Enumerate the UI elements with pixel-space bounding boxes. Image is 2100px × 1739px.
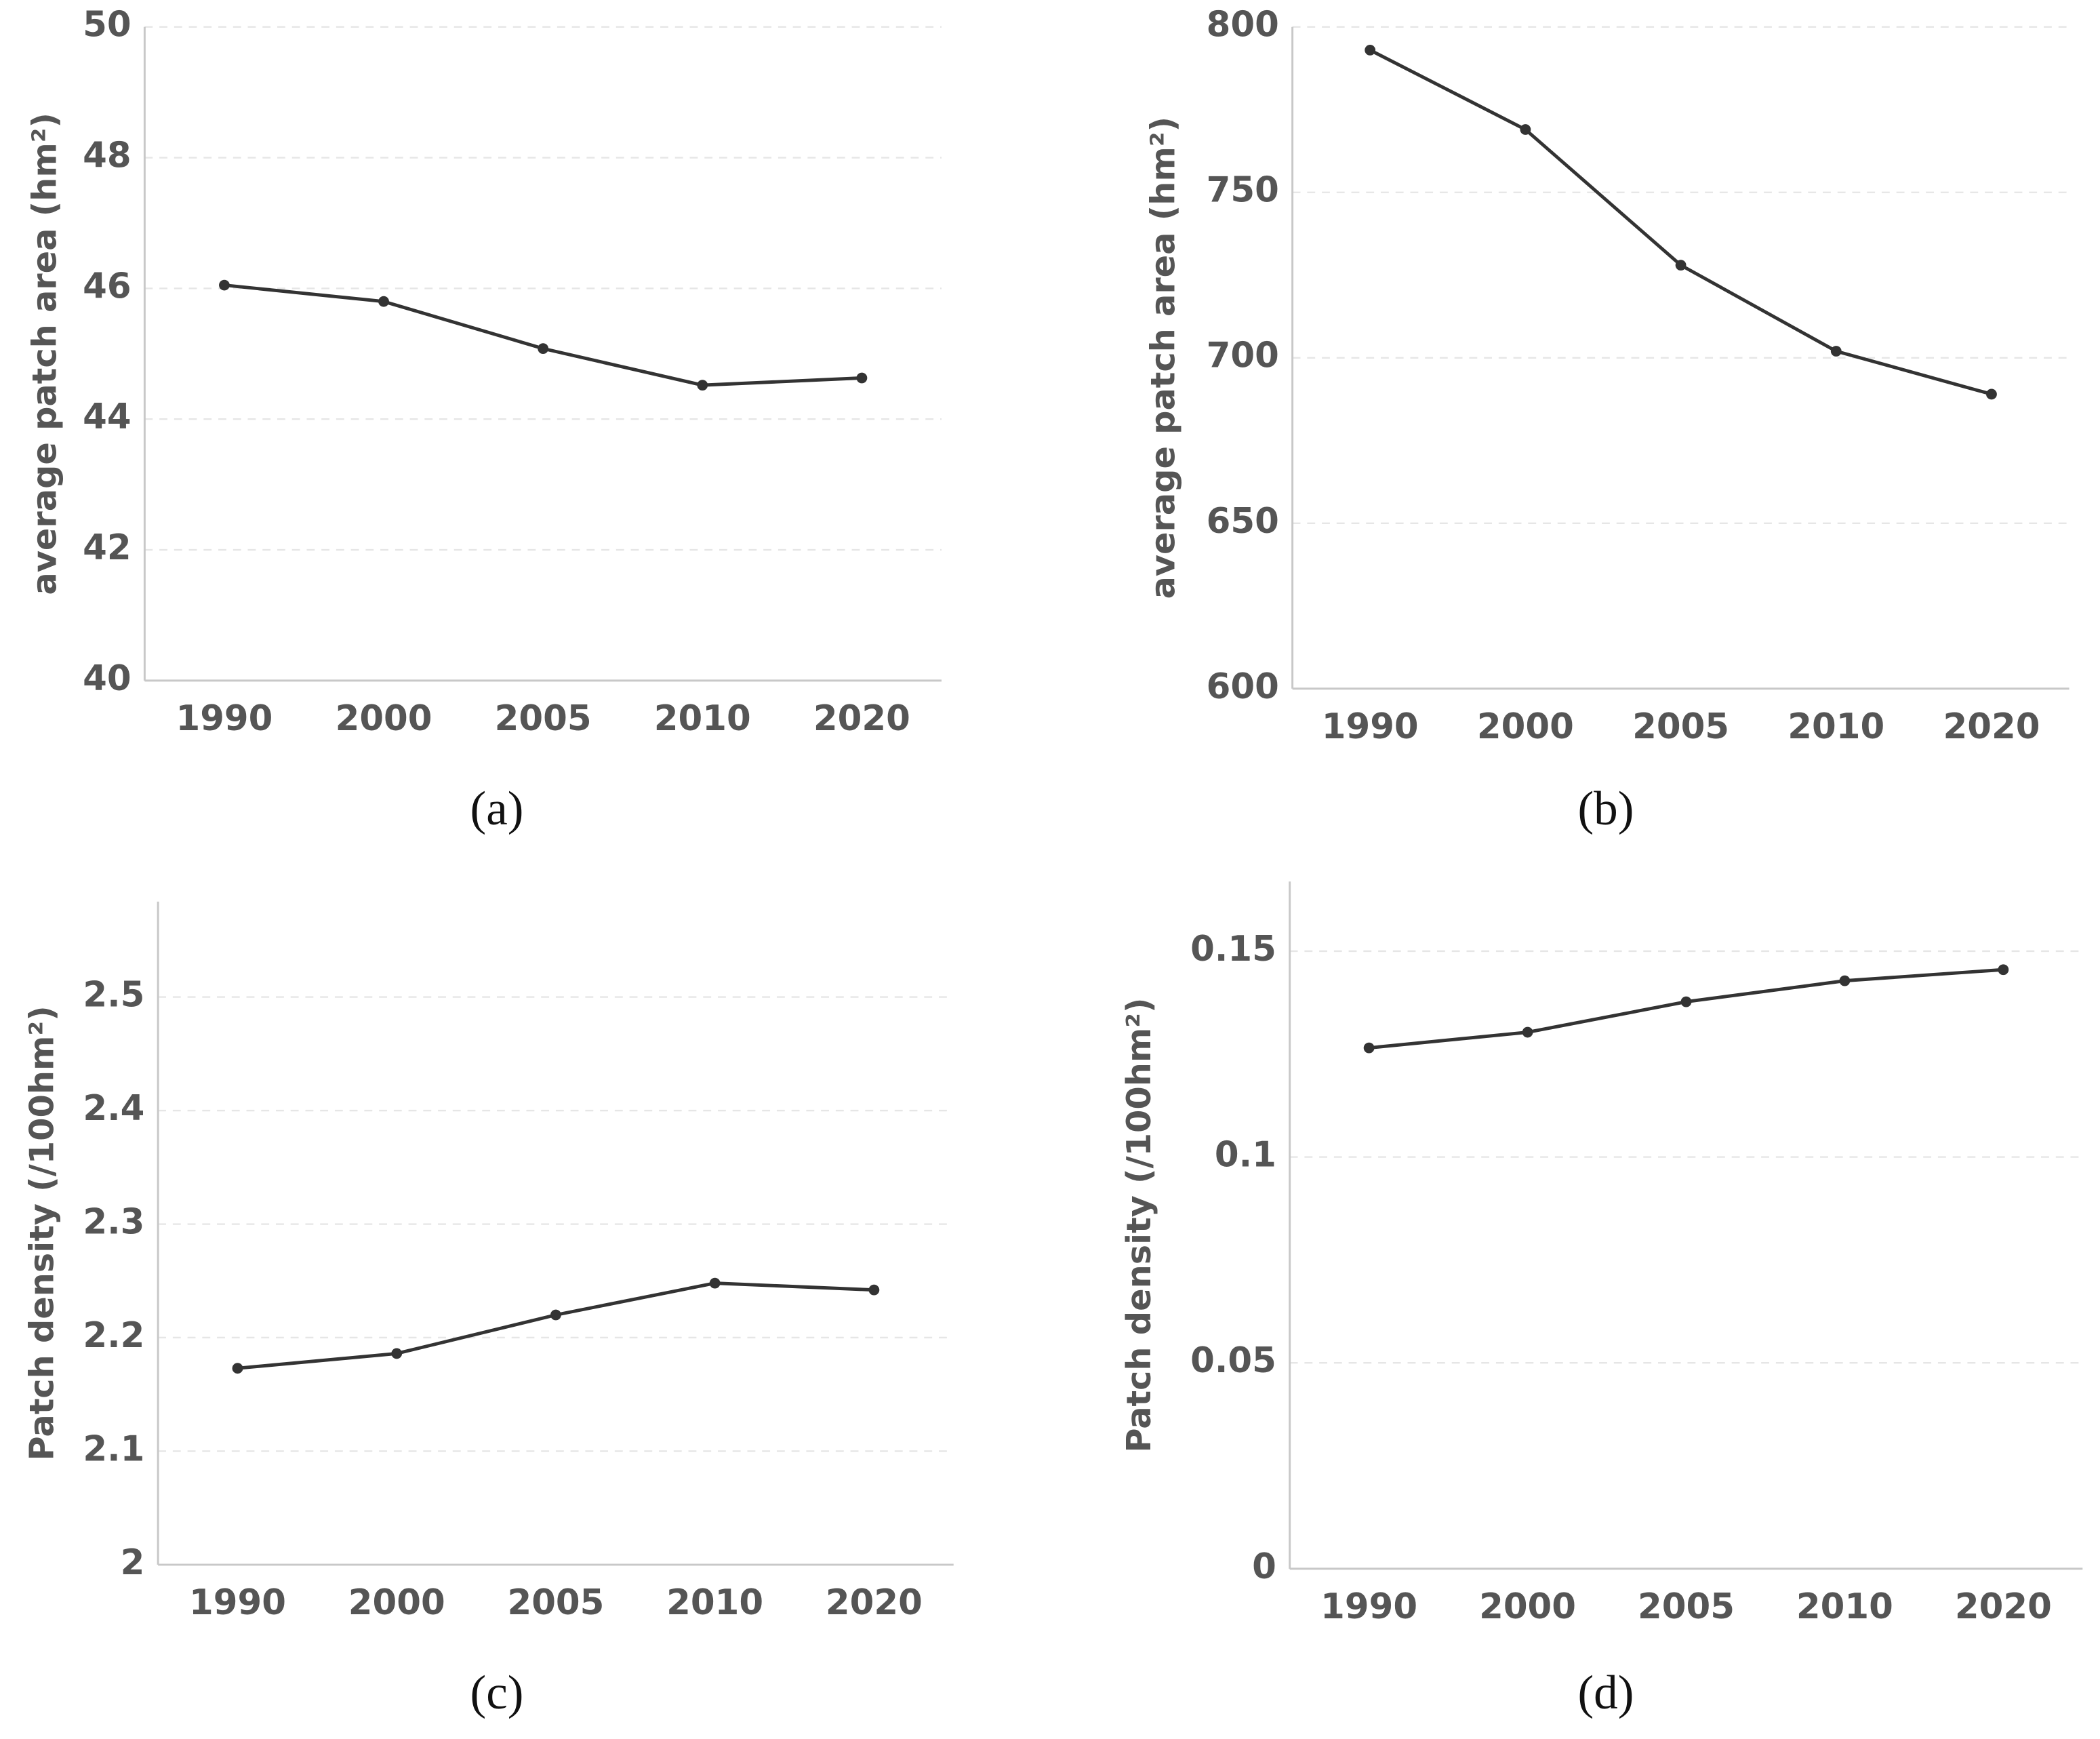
x-tick-label: 2010 bbox=[666, 1582, 763, 1623]
y-tick-label: 2.1 bbox=[83, 1428, 144, 1469]
y-tick-label: 0 bbox=[1252, 1546, 1276, 1587]
line bbox=[224, 283, 862, 387]
point bbox=[232, 1363, 243, 1374]
x-tick-label: 1990 bbox=[189, 1582, 286, 1623]
caption: (a) bbox=[470, 782, 524, 835]
y-tick-label: 0.05 bbox=[1190, 1340, 1276, 1381]
x-tick-label: 2005 bbox=[495, 698, 592, 739]
point bbox=[868, 1284, 880, 1296]
point bbox=[1839, 975, 1851, 986]
line bbox=[1369, 48, 1992, 396]
y-tick-label: 50 bbox=[83, 5, 131, 45]
line bbox=[1369, 967, 2004, 1050]
y-tick-label: 40 bbox=[83, 658, 131, 699]
point bbox=[1365, 45, 1376, 56]
y-tick-label: 2.2 bbox=[83, 1315, 144, 1356]
y-tick-label: 2.4 bbox=[83, 1088, 144, 1129]
y-tick-label: 0.1 bbox=[1215, 1135, 1276, 1176]
y-tick-label: 44 bbox=[83, 397, 131, 437]
y-tick-label: 0.15 bbox=[1190, 929, 1276, 970]
x-tick-label: 1990 bbox=[1322, 706, 1419, 747]
x-tick-label: 2010 bbox=[1796, 1586, 1893, 1627]
point bbox=[856, 372, 868, 384]
caption: (b) bbox=[1577, 782, 1634, 835]
x-tick-label: 1990 bbox=[176, 698, 272, 739]
point bbox=[550, 1309, 561, 1321]
point bbox=[1363, 1042, 1375, 1054]
point bbox=[391, 1348, 403, 1359]
y-axis-label: average patch area (hm²) bbox=[1143, 117, 1182, 599]
point bbox=[1675, 260, 1687, 271]
x-tick-label: 2000 bbox=[348, 1582, 445, 1623]
point bbox=[1986, 388, 1997, 400]
point bbox=[538, 343, 549, 355]
y-axis-label: Patch density (/100hm²) bbox=[1119, 998, 1158, 1453]
x-tick-label: 2020 bbox=[1955, 1586, 2052, 1627]
x-tick-label: 2005 bbox=[507, 1582, 604, 1623]
y-tick-label: 700 bbox=[1207, 336, 1279, 376]
y-tick-label: 2.5 bbox=[83, 975, 144, 1016]
x-tick-label: 2020 bbox=[826, 1582, 923, 1623]
x-tick-label: 2000 bbox=[1479, 1586, 1576, 1627]
y-tick-label: 42 bbox=[83, 527, 131, 568]
point bbox=[1830, 346, 1842, 357]
x-tick-label: 2000 bbox=[1477, 706, 1574, 747]
y-tick-label: 800 bbox=[1207, 5, 1279, 45]
y-tick-label: 600 bbox=[1207, 666, 1279, 707]
caption: (c) bbox=[470, 1666, 524, 1719]
y-axis-label: average patch area (hm²) bbox=[25, 113, 64, 595]
y-tick-label: 2 bbox=[121, 1542, 145, 1583]
x-tick-label: 2010 bbox=[1788, 706, 1884, 747]
point bbox=[1998, 964, 2009, 976]
y-tick-label: 650 bbox=[1207, 501, 1279, 542]
point bbox=[709, 1277, 721, 1289]
x-tick-label: 1990 bbox=[1320, 1586, 1417, 1627]
y-tick-label: 48 bbox=[83, 136, 131, 176]
x-tick-label: 2020 bbox=[1943, 706, 2040, 747]
line bbox=[237, 1281, 874, 1370]
point bbox=[378, 296, 389, 307]
y-tick-label: 46 bbox=[83, 266, 131, 306]
point bbox=[1520, 124, 1531, 135]
y-tick-label: 750 bbox=[1207, 170, 1279, 211]
x-tick-label: 2005 bbox=[1632, 706, 1729, 747]
point bbox=[1522, 1026, 1533, 1038]
y-tick-label: 2.3 bbox=[83, 1202, 144, 1243]
point bbox=[1680, 996, 1692, 1007]
x-tick-label: 2020 bbox=[813, 698, 910, 739]
point bbox=[219, 279, 230, 291]
x-tick-label: 2010 bbox=[654, 698, 751, 739]
point bbox=[697, 380, 708, 391]
x-tick-label: 2005 bbox=[1638, 1586, 1735, 1627]
x-tick-label: 2000 bbox=[336, 698, 432, 739]
caption: (d) bbox=[1577, 1666, 1634, 1719]
y-axis-label: Patch density (/100hm²) bbox=[22, 1005, 62, 1460]
